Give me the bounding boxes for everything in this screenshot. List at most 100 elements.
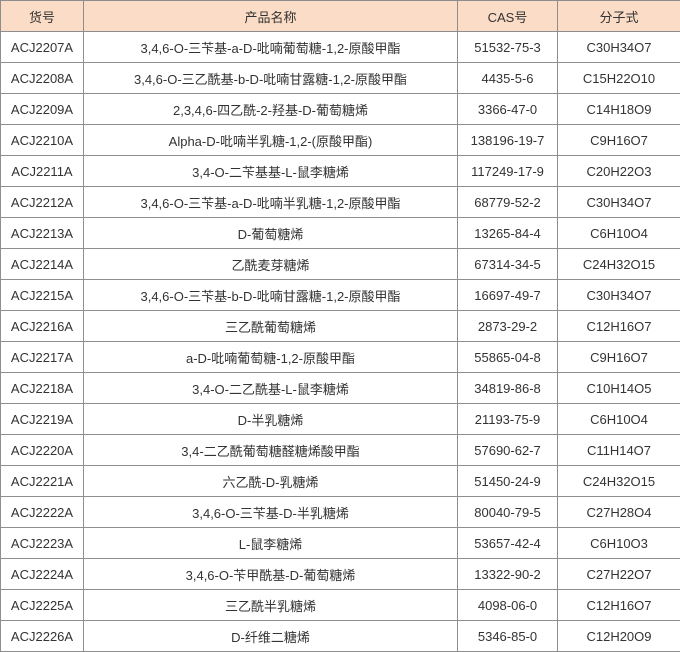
- table-row: ACJ2207A 3,4,6-O-三苄基-a-D-吡喃葡萄糖-1,2-原酸甲酯 51…: [0, 31, 680, 63]
- cell-sku: ACJ2218A: [0, 372, 84, 404]
- cell-cas: 117249-17-9: [457, 155, 558, 187]
- cell-sku: ACJ2225A: [0, 589, 84, 621]
- table-row: ACJ2224A 3,4,6-O-苄甲酰基-D-葡萄糖烯 13322-90-2 C27…: [0, 558, 680, 590]
- cell-sku: ACJ2216A: [0, 310, 84, 342]
- cell-sku: ACJ2214A: [0, 248, 84, 280]
- cell-cas: 34819-86-8: [457, 372, 558, 404]
- table-body: ACJ2207A 3,4,6-O-三苄基-a-D-吡喃葡萄糖-1,2-原酸甲酯 51…: [0, 31, 680, 652]
- cell-name: D-纤维二糖烯: [83, 620, 458, 652]
- cell-cas: 4098-06-0: [457, 589, 558, 621]
- cell-formula: C15H22O10: [557, 62, 680, 94]
- cell-sku: ACJ2212A: [0, 186, 84, 218]
- column-header-cas: CAS号: [457, 0, 558, 32]
- cell-cas: 138196-19-7: [457, 124, 558, 156]
- cell-name: 2,3,4,6-四乙酰-2-羟基-D-葡萄糖烯: [83, 93, 458, 125]
- table-row: ACJ2211A 3,4-O-二苄基基-L-鼠李糖烯 117249-17-9 C20H…: [0, 155, 680, 187]
- cell-cas: 2873-29-2: [457, 310, 558, 342]
- cell-name: 3,4,6-O-三乙酰基-b-D-吡喃甘露糖-1,2-原酸甲酯: [83, 62, 458, 94]
- cell-name: D-半乳糖烯: [83, 403, 458, 435]
- table-row: ACJ2226A D-纤维二糖烯 5346-85-0 C12H20O9: [0, 620, 680, 652]
- cell-cas: 13322-90-2: [457, 558, 558, 590]
- table-row: ACJ2215A 3,4,6-O-三苄基-b-D-吡喃甘露糖-1,2-原酸甲酯 16…: [0, 279, 680, 311]
- table-row: ACJ2212A 3,4,6-O-三苄基-a-D-吡喃半乳糖-1,2-原酸甲酯 68…: [0, 186, 680, 218]
- table-row: ACJ2225A 三乙酰半乳糖烯 4098-06-0 C12H16O7: [0, 589, 680, 621]
- cell-name: 3,4,6-O-三苄基-D-半乳糖烯: [83, 496, 458, 528]
- cell-cas: 55865-04-8: [457, 341, 558, 373]
- table-header-row: 货号 产品名称 CAS号 分子式: [0, 0, 680, 32]
- cell-formula: C14H18O9: [557, 93, 680, 125]
- cell-cas: 16697-49-7: [457, 279, 558, 311]
- table-row: ACJ2210A Alpha-D-吡喃半乳糖-1,2-(原酸甲酯) 138196-1…: [0, 124, 680, 156]
- cell-sku: ACJ2208A: [0, 62, 84, 94]
- cell-name: 乙酰麦芽糖烯: [83, 248, 458, 280]
- cell-formula: C12H16O7: [557, 589, 680, 621]
- table-row: ACJ2209A 2,3,4,6-四乙酰-2-羟基-D-葡萄糖烯 3366-47-0…: [0, 93, 680, 125]
- table-row: ACJ2222A 3,4,6-O-三苄基-D-半乳糖烯 80040-79-5 C27H…: [0, 496, 680, 528]
- cell-sku: ACJ2226A: [0, 620, 84, 652]
- table-row: ACJ2208A 3,4,6-O-三乙酰基-b-D-吡喃甘露糖-1,2-原酸甲酯 4…: [0, 62, 680, 94]
- cell-name: 3,4-O-二苄基基-L-鼠李糖烯: [83, 155, 458, 187]
- cell-formula: C9H16O7: [557, 124, 680, 156]
- cell-name: 3,4,6-O-三苄基-a-D-吡喃半乳糖-1,2-原酸甲酯: [83, 186, 458, 218]
- cell-sku: ACJ2211A: [0, 155, 84, 187]
- cell-cas: 21193-75-9: [457, 403, 558, 435]
- cell-cas: 57690-62-7: [457, 434, 558, 466]
- table-row: ACJ2217A a-D-吡喃葡萄糖-1,2-原酸甲酯 55865-04-8 C9H1…: [0, 341, 680, 373]
- cell-sku: ACJ2210A: [0, 124, 84, 156]
- cell-formula: C12H16O7: [557, 310, 680, 342]
- cell-formula: C30H34O7: [557, 186, 680, 218]
- cell-name: 3,4-二乙酰葡萄糖醛糖烯酸甲酯: [83, 434, 458, 466]
- cell-name: L-鼠李糖烯: [83, 527, 458, 559]
- cell-sku: ACJ2223A: [0, 527, 84, 559]
- cell-cas: 80040-79-5: [457, 496, 558, 528]
- cell-formula: C6H10O4: [557, 403, 680, 435]
- cell-formula: C9H16O7: [557, 341, 680, 373]
- cell-name: 三乙酰半乳糖烯: [83, 589, 458, 621]
- column-header-formula: 分子式: [557, 0, 680, 32]
- cell-formula: C6H10O3: [557, 527, 680, 559]
- cell-sku: ACJ2209A: [0, 93, 84, 125]
- cell-formula: C27H22O7: [557, 558, 680, 590]
- cell-formula: C10H14O5: [557, 372, 680, 404]
- cell-name: D-葡萄糖烯: [83, 217, 458, 249]
- table-row: ACJ2218A 3,4-O-二乙酰基-L-鼠李糖烯 34819-86-8 C10H1…: [0, 372, 680, 404]
- cell-name: 三乙酰葡萄糖烯: [83, 310, 458, 342]
- cell-cas: 53657-42-4: [457, 527, 558, 559]
- cell-formula: C12H20O9: [557, 620, 680, 652]
- table-row: ACJ2221A 六乙酰-D-乳糖烯 51450-24-9 C24H32O15: [0, 465, 680, 497]
- table-row: ACJ2213A D-葡萄糖烯 13265-84-4 C6H10O4: [0, 217, 680, 249]
- table-row: ACJ2216A 三乙酰葡萄糖烯 2873-29-2 C12H16O7: [0, 310, 680, 342]
- cell-sku: ACJ2224A: [0, 558, 84, 590]
- cell-sku: ACJ2220A: [0, 434, 84, 466]
- cell-formula: C30H34O7: [557, 279, 680, 311]
- cell-formula: C24H32O15: [557, 248, 680, 280]
- table-row: ACJ2214A 乙酰麦芽糖烯 67314-34-5 C24H32O15: [0, 248, 680, 280]
- cell-formula: C11H14O7: [557, 434, 680, 466]
- table-row: ACJ2223A L-鼠李糖烯 53657-42-4 C6H10O3: [0, 527, 680, 559]
- cell-name: 3,4,6-O-三苄基-b-D-吡喃甘露糖-1,2-原酸甲酯: [83, 279, 458, 311]
- cell-cas: 4435-5-6: [457, 62, 558, 94]
- cell-formula: C24H32O15: [557, 465, 680, 497]
- cell-sku: ACJ2221A: [0, 465, 84, 497]
- cell-cas: 68779-52-2: [457, 186, 558, 218]
- cell-formula: C30H34O7: [557, 31, 680, 63]
- cell-name: a-D-吡喃葡萄糖-1,2-原酸甲酯: [83, 341, 458, 373]
- cell-formula: C20H22O3: [557, 155, 680, 187]
- cell-cas: 3366-47-0: [457, 93, 558, 125]
- cell-cas: 51450-24-9: [457, 465, 558, 497]
- cell-sku: ACJ2213A: [0, 217, 84, 249]
- cell-sku: ACJ2215A: [0, 279, 84, 311]
- cell-sku: ACJ2207A: [0, 31, 84, 63]
- cell-name: 3,4-O-二乙酰基-L-鼠李糖烯: [83, 372, 458, 404]
- table-row: ACJ2220A 3,4-二乙酰葡萄糖醛糖烯酸甲酯 57690-62-7 C11H14…: [0, 434, 680, 466]
- cell-formula: C27H28O4: [557, 496, 680, 528]
- cell-sku: ACJ2219A: [0, 403, 84, 435]
- table-row: ACJ2219A D-半乳糖烯 21193-75-9 C6H10O4: [0, 403, 680, 435]
- cell-cas: 5346-85-0: [457, 620, 558, 652]
- cell-formula: C6H10O4: [557, 217, 680, 249]
- cell-sku: ACJ2217A: [0, 341, 84, 373]
- cell-name: 3,4,6-O-苄甲酰基-D-葡萄糖烯: [83, 558, 458, 590]
- cell-name: 六乙酰-D-乳糖烯: [83, 465, 458, 497]
